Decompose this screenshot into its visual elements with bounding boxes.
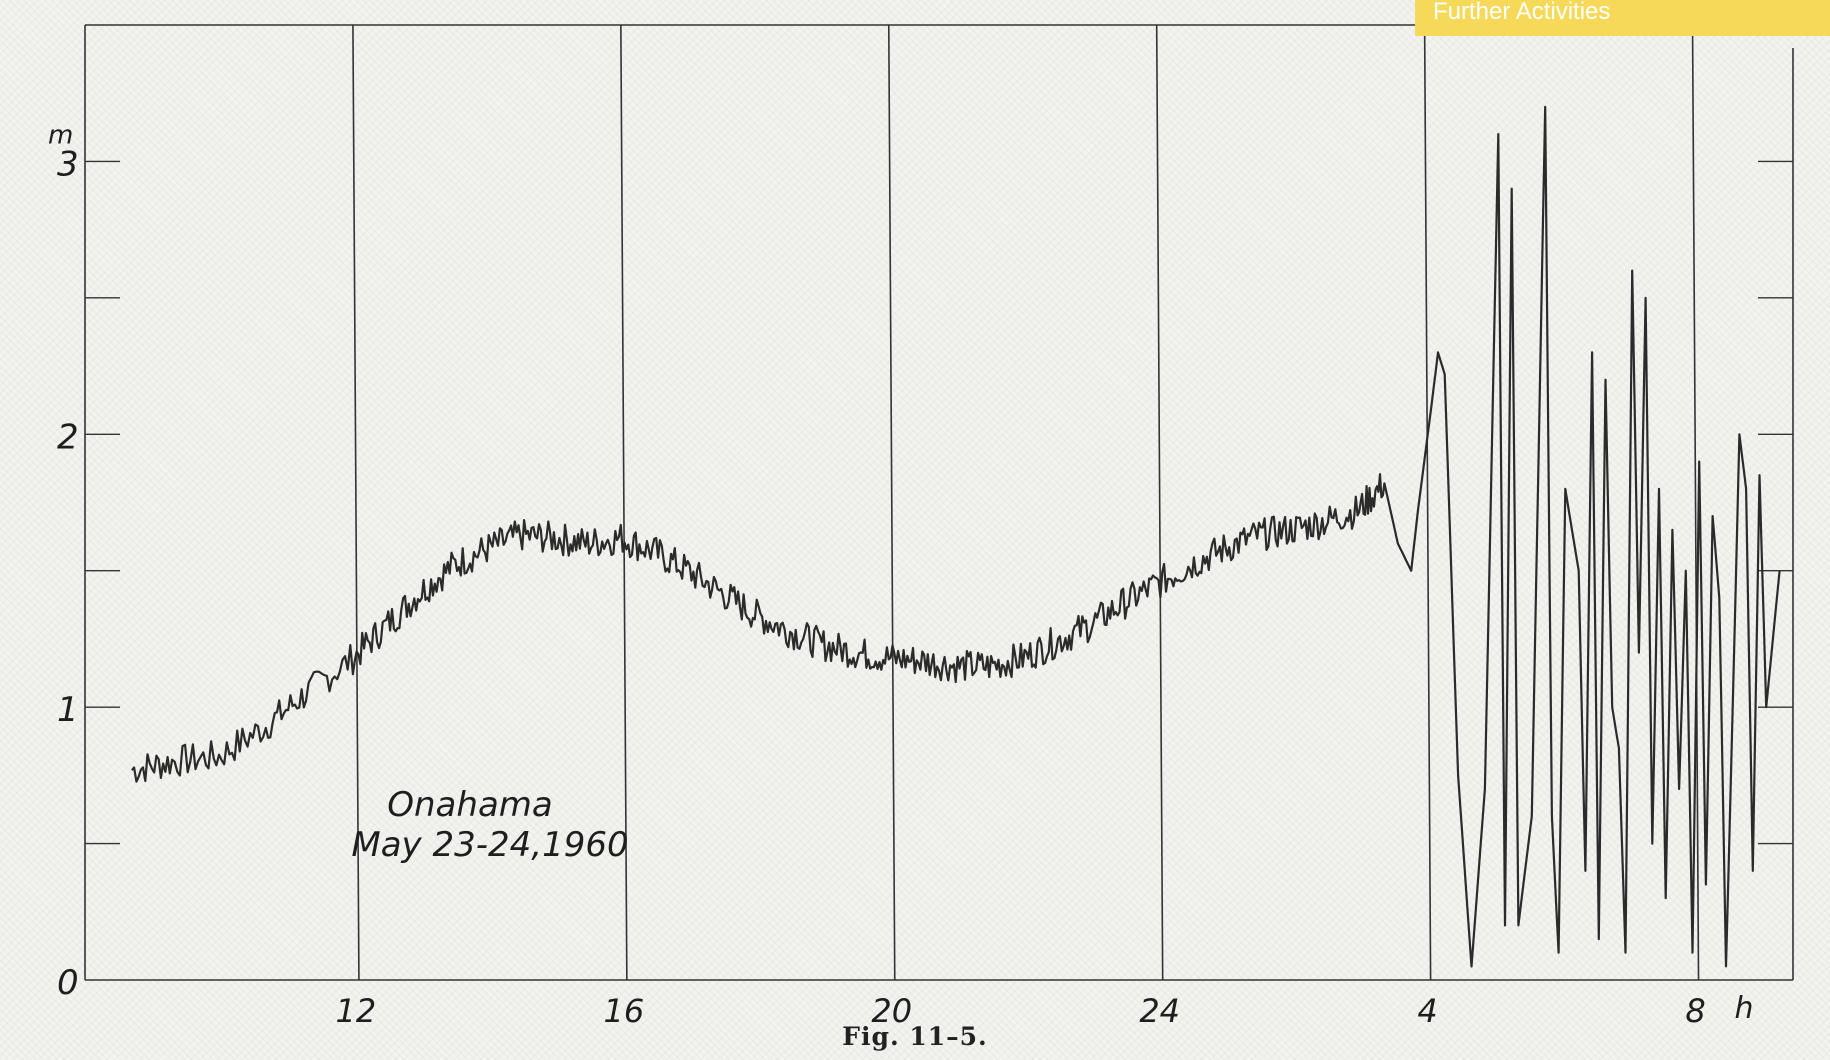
x-tick-label: 4 bbox=[1417, 992, 1437, 1030]
x-tick-label: 16 bbox=[603, 992, 644, 1030]
x-tick-label: 20 bbox=[871, 992, 912, 1030]
x-axis-unit: h bbox=[1735, 991, 1754, 1026]
grid-line-12 bbox=[352, 24, 360, 981]
grid-line-8 bbox=[1691, 24, 1700, 981]
y-tick-label: 3 bbox=[57, 144, 79, 184]
grid-line-16 bbox=[620, 24, 628, 981]
series-line-tide bbox=[131, 105, 1781, 968]
figure-caption: Fig. 11–5. bbox=[842, 1022, 988, 1051]
chart-series bbox=[131, 105, 1781, 968]
x-tick-label: 8 bbox=[1685, 992, 1705, 1030]
x-tick-label: 24 bbox=[1139, 992, 1180, 1030]
x-tick-label: 12 bbox=[336, 992, 377, 1030]
annotation-station: Onahama bbox=[387, 785, 552, 825]
y-tick-label: 0 bbox=[57, 963, 79, 1003]
chart-grid bbox=[352, 24, 1700, 981]
annotation-date: May 23-24,1960 bbox=[351, 825, 628, 865]
grid-line-24 bbox=[1155, 24, 1164, 981]
grid-line-4 bbox=[1423, 24, 1432, 981]
y-tick-label: 2 bbox=[57, 417, 79, 457]
further-activities-button[interactable]: Further Activities bbox=[1415, 0, 1830, 36]
y-axis-unit: m bbox=[48, 120, 73, 150]
y-tick-label: 1 bbox=[57, 690, 79, 730]
grid-line-20 bbox=[887, 24, 896, 981]
